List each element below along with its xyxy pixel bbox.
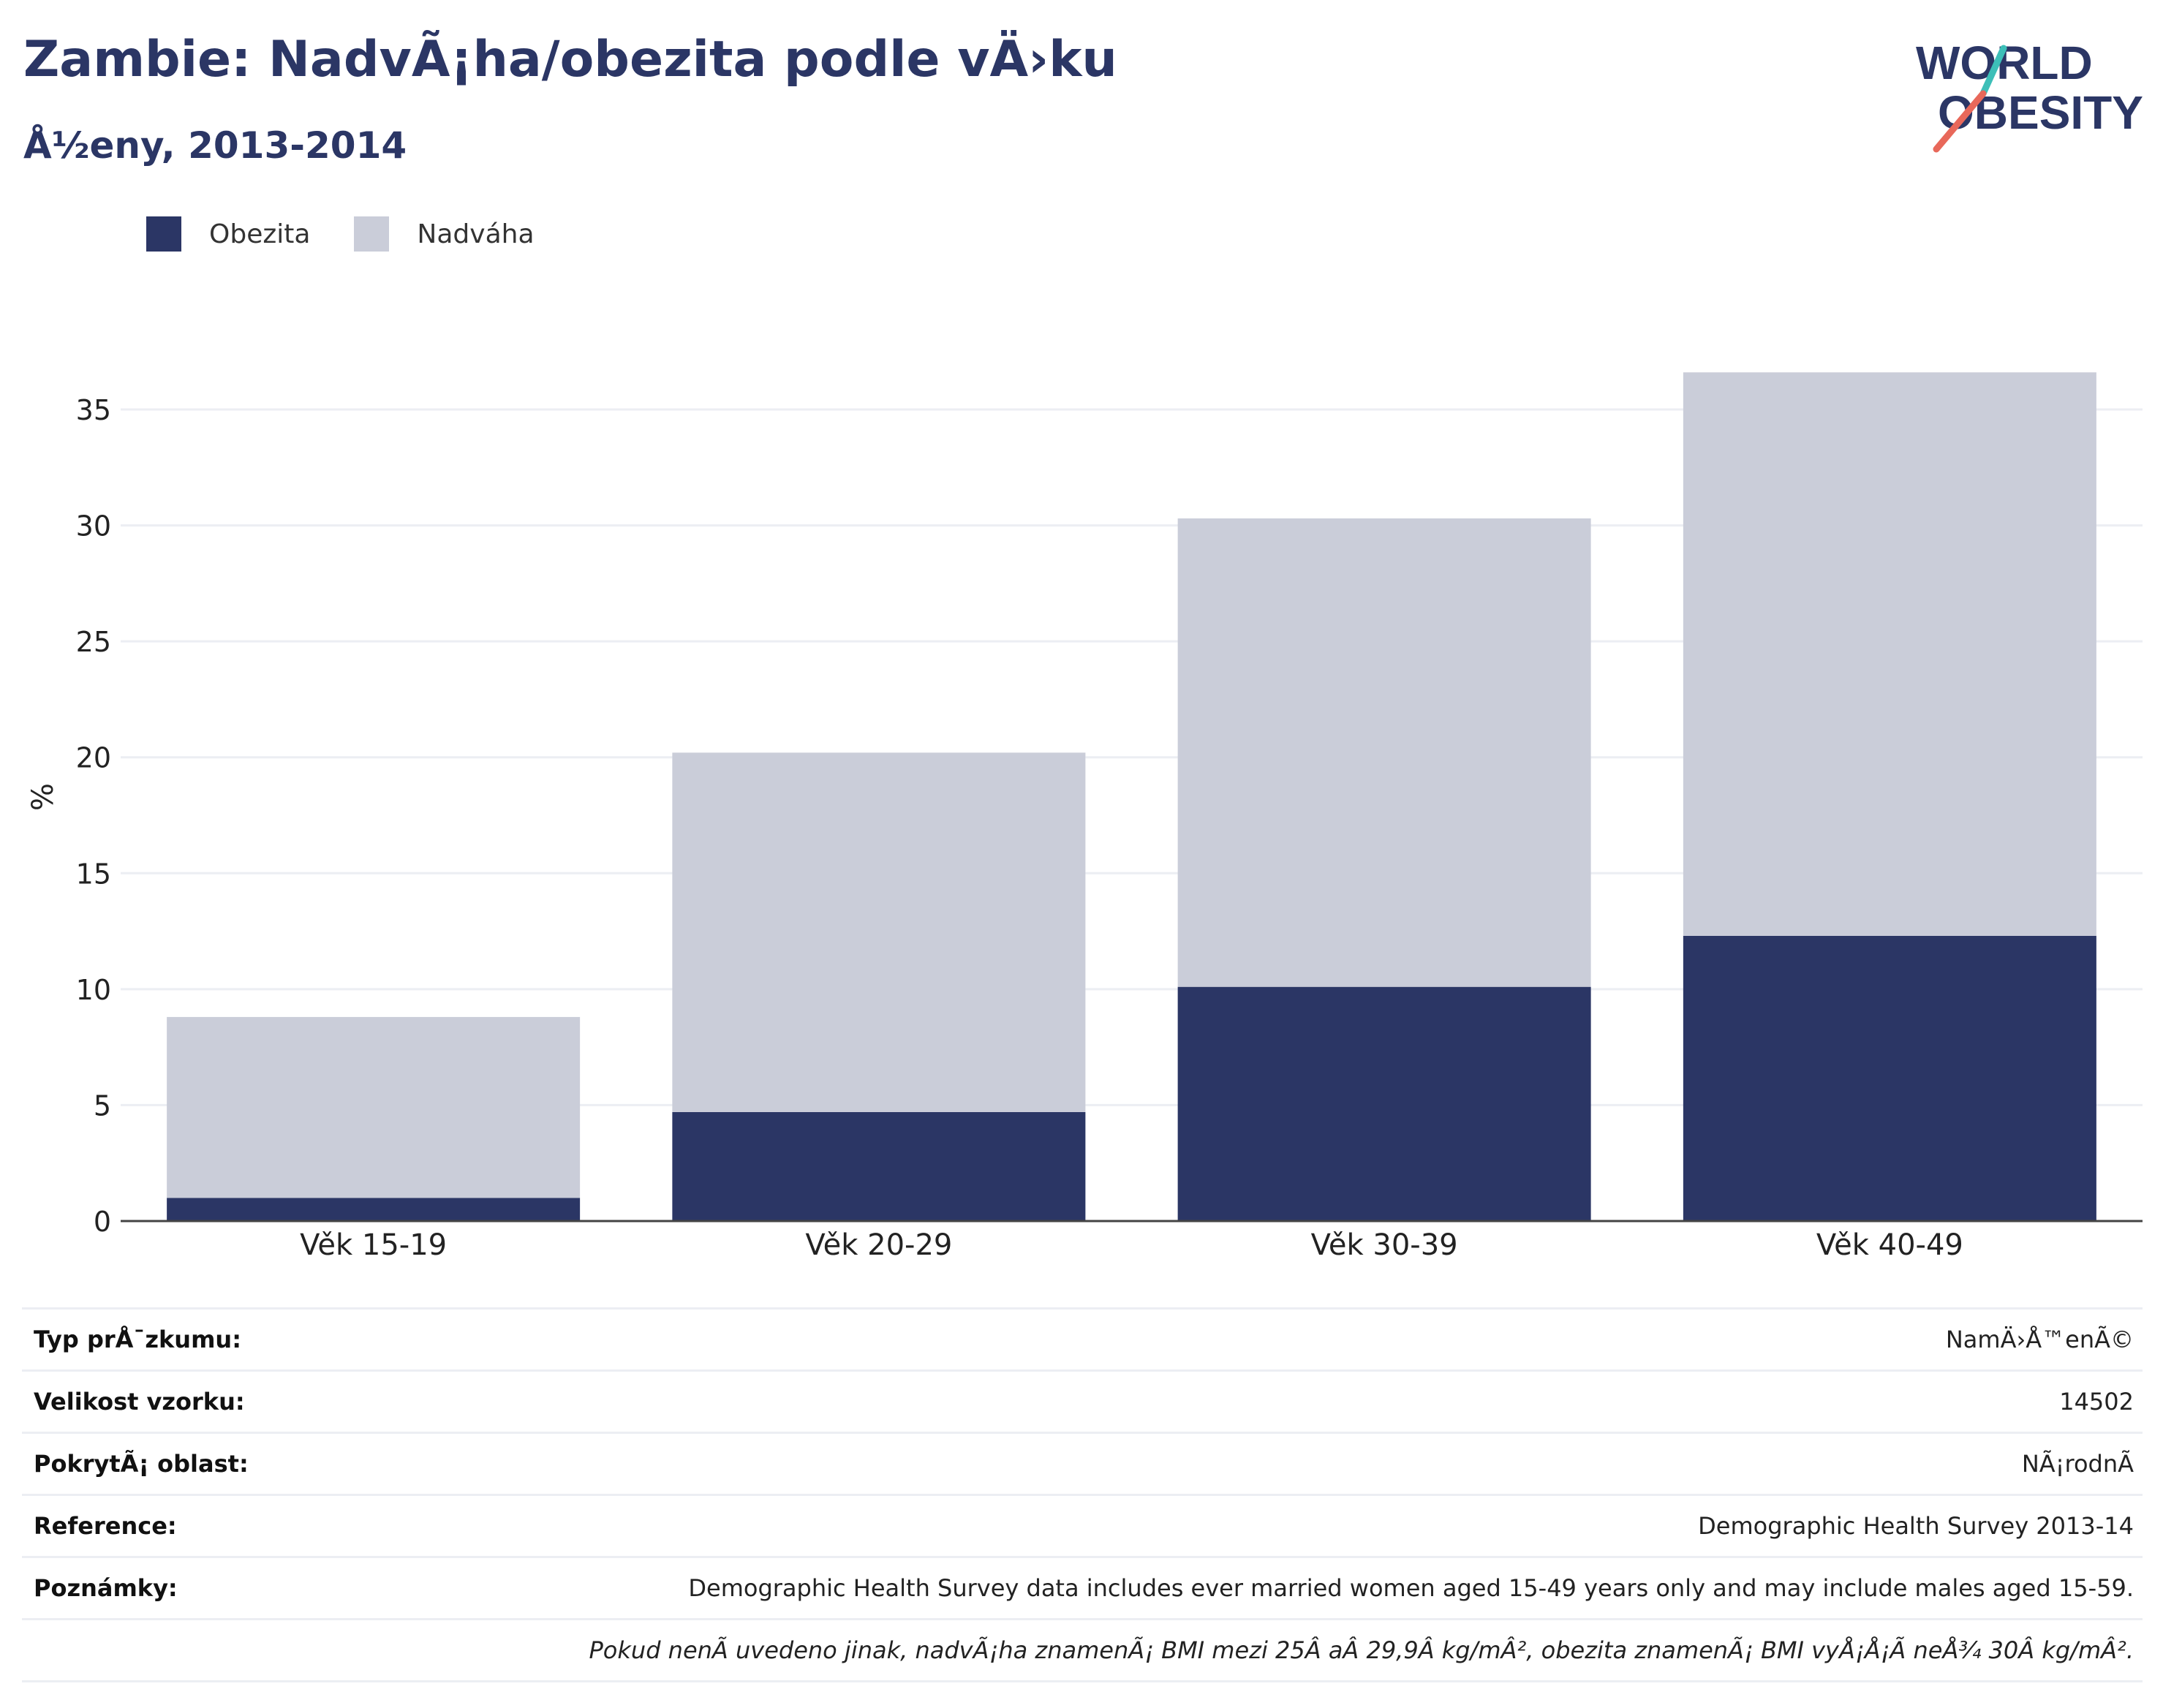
x-tick-label: Věk 40-49: [1816, 1228, 1963, 1258]
x-tick-label: Věk 15-19: [300, 1228, 447, 1258]
info-row-coverage: PokrytÃ¡ oblast: NÃ¡rodnÃ: [22, 1432, 2143, 1494]
y-tick-label: 5: [94, 1089, 111, 1122]
legend-swatch-obezita: [146, 216, 181, 252]
info-row-sample-size: Velikost vzorku: 14502: [22, 1369, 2143, 1432]
info-row-survey-type: Typ prÅ¯zkumu: NamÄ›Å™enÃ©: [22, 1307, 2143, 1369]
legend-label-obezita: Obezita: [209, 219, 311, 249]
bar-obezita: [1683, 935, 2096, 1221]
info-value: NamÄ›Å™enÃ©: [1945, 1326, 2134, 1353]
logo-word-2: OBESITY: [1938, 86, 2143, 139]
bar-obezita: [1177, 986, 1591, 1221]
info-label: Poznámky:: [34, 1574, 178, 1602]
info-label: PokrytÃ¡ oblast:: [34, 1450, 249, 1478]
info-value: Demographic Health Survey data includes …: [688, 1574, 2134, 1602]
info-label: Typ prÅ¯zkumu:: [34, 1326, 241, 1353]
logo-slash-red: [1933, 90, 1987, 153]
info-value: NÃ¡rodnÃ: [2021, 1450, 2134, 1478]
y-tick-label: 15: [76, 858, 111, 890]
y-axis-label: %: [26, 783, 60, 811]
info-label: Velikost vzorku:: [34, 1388, 245, 1416]
info-row-footnote: Pokud nenÃ uvedeno jinak, nadvÃ¡ha zname…: [22, 1618, 2143, 1682]
info-label: Reference:: [34, 1512, 177, 1540]
chart-bars: [167, 372, 2096, 1221]
bar-nadvaha: [1683, 372, 2096, 936]
bar-obezita: [672, 1111, 1086, 1221]
info-row-notes: Poznámky: Demographic Health Survey data…: [22, 1556, 2143, 1618]
bar-nadvaha: [672, 752, 1086, 1112]
y-tick-label: 25: [76, 626, 111, 658]
info-row-reference: Reference: Demographic Health Survey 201…: [22, 1494, 2143, 1556]
y-tick-label: 35: [76, 394, 111, 426]
y-tick-label: 10: [76, 974, 111, 1006]
info-value: 14502: [2059, 1388, 2134, 1416]
chart-axes: 0 5 10 15 20 25 30 35 Věk 15-19 Věk 20-29 Věk 30-3…: [76, 394, 2143, 1258]
legend-swatch-nadvaha: [354, 216, 390, 252]
page-title: Zambie: NadvÃ¡ha/obezita podle vÄ›ku: [23, 31, 1117, 88]
bmi-footnote: Pokud nenÃ uvedeno jinak, nadvÃ¡ha zname…: [589, 1636, 2134, 1664]
legend-item-obezita: Obezita: [146, 216, 310, 252]
x-tick-label: Věk 20-29: [805, 1228, 952, 1258]
survey-info-table: Typ prÅ¯zkumu: NamÄ›Å™enÃ© Velikost vzor…: [22, 1307, 2143, 1682]
bar-obezita: [167, 1198, 581, 1221]
y-tick-label: 0: [94, 1206, 111, 1238]
legend-item-nadvaha: Nadváha: [354, 216, 535, 252]
stacked-bar-chart: 0 5 10 15 20 25 30 35 Věk 15-19 Věk 20-29 Věk 30-3…: [26, 372, 2143, 1258]
bar-nadvaha: [167, 1016, 581, 1198]
bar-nadvaha: [1177, 518, 1591, 987]
world-obesity-logo-icon: WORLD OBESITY: [1916, 37, 2143, 153]
chart-legend: Obezita Nadváha: [146, 216, 578, 252]
logo-slash-teal: [1979, 45, 2007, 97]
page-subtitle: Å½eny, 2013-2014: [23, 124, 407, 167]
info-value: Demographic Health Survey 2013-14: [1698, 1512, 2134, 1540]
y-tick-label: 30: [76, 510, 111, 543]
legend-label-nadvaha: Nadváha: [417, 219, 535, 249]
y-tick-label: 20: [76, 742, 111, 774]
x-tick-label: Věk 30-39: [1311, 1228, 1458, 1258]
